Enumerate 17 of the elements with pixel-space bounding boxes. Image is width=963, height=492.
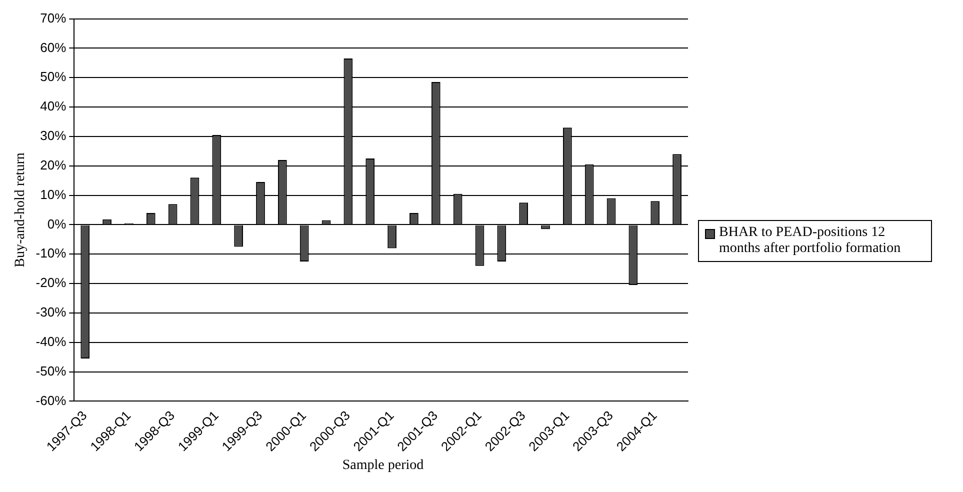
- legend-label: BHAR to PEAD-positions 12 months after portfolio formation: [719, 225, 902, 257]
- y-axis-title: Buy-and-hold return: [13, 152, 28, 268]
- y-tick-label: 70%: [40, 10, 67, 26]
- y-tick-label: -20%: [36, 275, 67, 290]
- y-tick-label: -40%: [36, 334, 67, 349]
- y-tick-label: 50%: [40, 69, 67, 84]
- y-tick-label: 0%: [47, 216, 67, 232]
- y-tick-label: 30%: [40, 128, 67, 144]
- y-tick-label: 10%: [40, 186, 67, 202]
- y-tick-label: 40%: [40, 98, 67, 114]
- y-tick-label: -30%: [36, 304, 67, 320]
- y-tick-label: -60%: [36, 392, 67, 408]
- y-tick-label: 60%: [40, 40, 67, 55]
- y-tick-label: -50%: [36, 363, 67, 378]
- y-tick-label: -10%: [36, 246, 67, 261]
- y-tick-label: 20%: [40, 157, 67, 172]
- x-axis-title: Sample period: [342, 458, 424, 474]
